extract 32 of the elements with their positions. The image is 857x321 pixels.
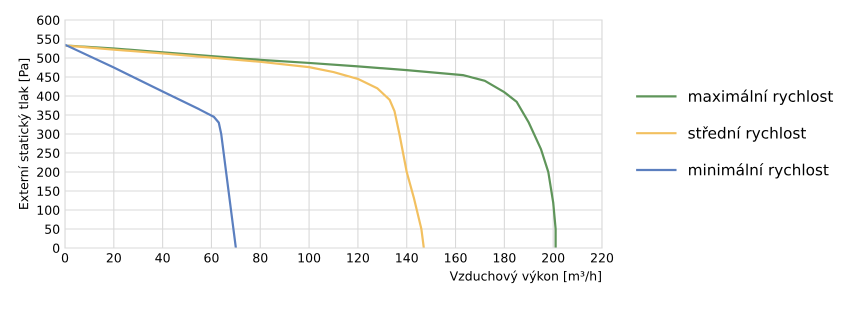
x-axis-title: Vzduchový výkon [m³/h] [450,270,601,284]
y-tick-label: 500 [37,53,60,63]
x-tick-label: 0 [62,253,68,263]
x-tick-label: 20 [106,253,121,263]
y-tick-label: 150 [38,186,60,196]
y-axis-title: Externí statický tlak [Pa] [18,58,31,209]
y-tick-label: 400 [36,91,60,101]
y-tick-label: 350 [37,110,60,120]
y-tick-label: 0 [53,243,60,253]
x-tick-label: 140 [396,253,418,263]
y-tick-label: 100 [38,205,60,215]
x-tick-label: 120 [347,253,370,263]
x-tick-label: 180 [494,253,516,263]
x-tick-label: 200 [542,253,564,263]
legend-label: střední rychlost [688,126,806,142]
x-tick-label: 160 [444,253,467,263]
x-tick-label: 80 [253,253,268,263]
y-tick-label: 600 [37,15,60,25]
y-tick-label: 450 [36,72,60,82]
x-tick-label: 100 [298,253,320,263]
y-tick-label: 250 [37,148,60,158]
line-series [65,44,237,248]
legend-label: maximální rychlost [689,90,834,105]
y-tick-label: 550 [37,34,60,44]
y-tick-label: 50 [45,224,60,234]
x-tick-label: 40 [155,253,170,263]
y-tick-label: 200 [37,167,60,177]
x-tick-label: 60 [204,253,219,263]
y-tick-label: 300 [37,129,60,139]
legend-label: minimální rychlost [689,163,829,178]
x-tick-label: 220 [590,253,614,263]
line-series [65,44,425,248]
